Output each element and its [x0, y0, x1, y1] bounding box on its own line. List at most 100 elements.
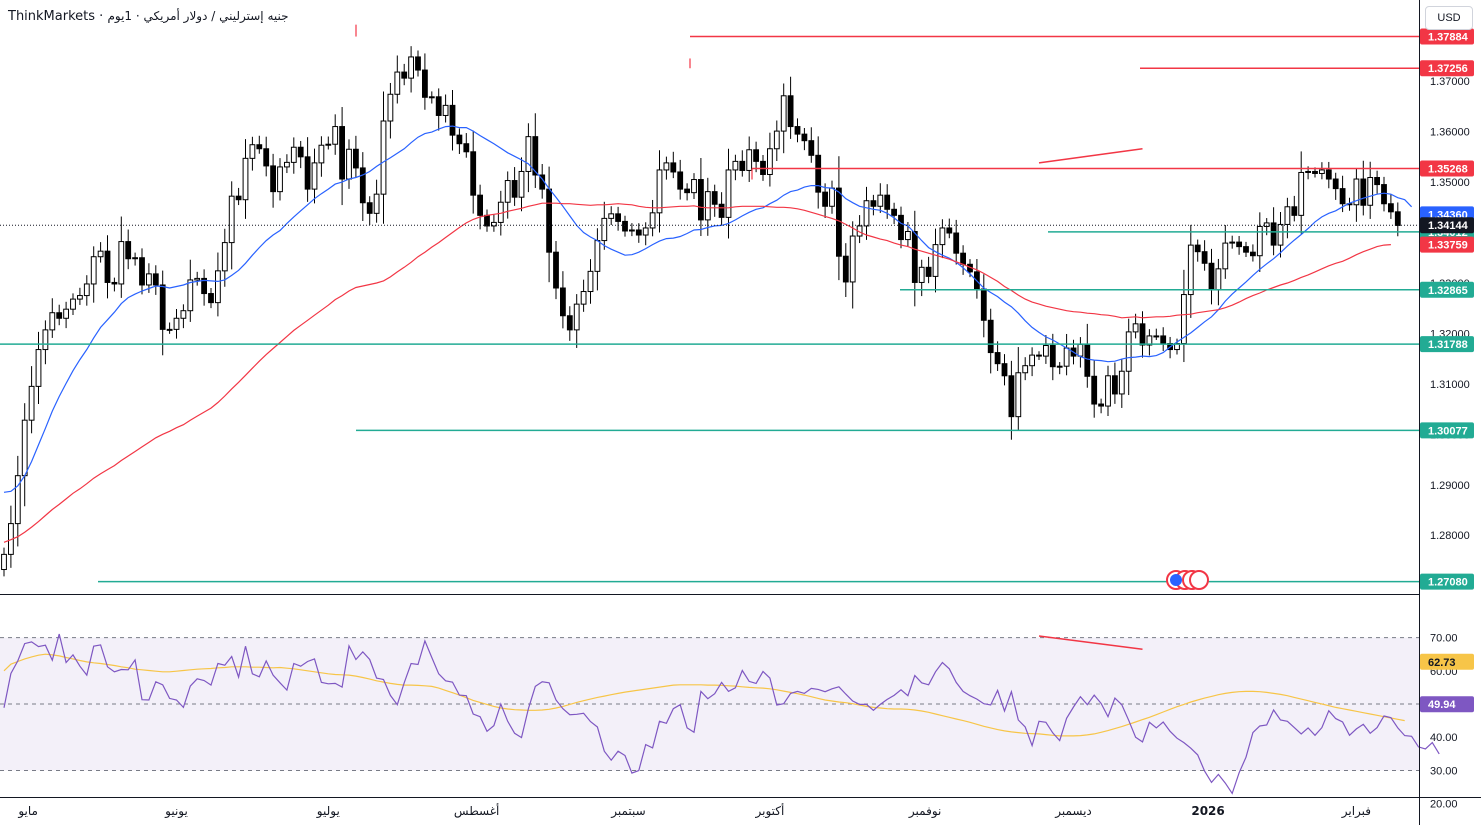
candle-up [77, 295, 83, 300]
price-tick-label: 1.29000 [1430, 480, 1470, 492]
time-label: سبتمبر [610, 804, 645, 819]
candle-down [401, 71, 408, 79]
level-price-badge-bg [1420, 573, 1474, 590]
candle-up [408, 56, 415, 79]
candle-up [663, 162, 670, 171]
candle-down [1360, 178, 1367, 206]
time-label: نوفمبر [908, 804, 941, 819]
candle-up [725, 169, 732, 218]
candle-up [1284, 206, 1291, 225]
candle-up [325, 143, 332, 146]
candle-up [194, 277, 201, 281]
candle-down [711, 191, 718, 205]
candle-down [566, 315, 573, 331]
price-badge: 1.33759 [1428, 240, 1468, 252]
candle-down [870, 200, 877, 207]
candle-up [629, 229, 635, 232]
candle-down [615, 213, 622, 222]
candle-up [932, 244, 939, 277]
candle-down [511, 180, 518, 198]
candle-down [56, 312, 63, 319]
level-price-badge: 1.35268 [1428, 164, 1468, 176]
level-price-badge-bg [1420, 60, 1474, 77]
candle-up [518, 170, 525, 198]
candle-up [90, 256, 97, 285]
candle-down [1084, 344, 1091, 377]
level-price-badge-bg [1420, 336, 1474, 353]
candle-down [822, 191, 829, 207]
rsi-badge: 62.73 [1428, 657, 1456, 669]
candle-down [891, 208, 898, 216]
ma20-line [3, 125, 1413, 493]
time-label: فبراير [1341, 804, 1371, 819]
candle-up [504, 180, 511, 203]
level-price-badge: 1.27080 [1428, 577, 1468, 589]
candle-up [691, 179, 697, 194]
candle-down [946, 227, 953, 234]
candle-down [1236, 241, 1242, 248]
candle-down [484, 214, 490, 227]
rsi-pane [0, 633, 1440, 795]
candle-down [477, 194, 484, 216]
candle-up [63, 308, 70, 319]
candle-down [152, 273, 159, 286]
candle-up [587, 270, 594, 293]
us-flag-icon[interactable] [1189, 570, 1209, 590]
candle-down [270, 165, 277, 193]
price-tick-label: 1.36000 [1430, 127, 1470, 139]
candle-down [1091, 375, 1098, 405]
candle-down [1291, 206, 1298, 216]
candle-up [608, 213, 615, 219]
candle-down [842, 255, 849, 283]
candle-down [553, 251, 559, 289]
candle-up [1, 553, 7, 571]
candle-up [863, 200, 870, 227]
candle-up [1077, 344, 1084, 357]
candle-down [698, 179, 704, 221]
candle-up [215, 270, 221, 304]
price-tick-label: 1.35000 [1430, 177, 1470, 189]
us-flag-icon[interactable] [1170, 574, 1182, 586]
candle-down [422, 69, 428, 98]
candle-down [911, 230, 918, 283]
candle-down [297, 146, 304, 158]
candle-up [277, 166, 283, 193]
candle-down [1160, 335, 1167, 344]
economic-events[interactable] [1166, 570, 1209, 590]
candle-up [318, 144, 325, 164]
candle-down [1001, 363, 1008, 377]
candle-up [394, 71, 401, 95]
broker-name: ThinkMarkets [8, 9, 96, 24]
candle-up [97, 250, 104, 258]
candle-down [435, 96, 442, 116]
candle-down [1270, 222, 1277, 246]
time-axis[interactable]: مايو يونيو يوليو أغسطس سبتمبر أكتوبر نوفمبر ديس… [0, 797, 1481, 820]
candle-up [525, 136, 532, 172]
candle-up [905, 230, 911, 241]
candle-down [1098, 403, 1104, 407]
candle-down [1243, 246, 1249, 253]
candle-up [1118, 370, 1125, 395]
candle-up [290, 146, 297, 163]
candle-down [1332, 178, 1339, 190]
candle-up [1222, 242, 1229, 270]
candle-up [1305, 170, 1311, 173]
candle-down [1325, 169, 1332, 180]
symbol-title: جنيه إسترليني / دولار أمريكي · 1يوم [107, 9, 289, 23]
level-price-badge: 1.30077 [1428, 425, 1468, 437]
candle-down [635, 229, 642, 236]
level-price-badge: 1.37884 [1428, 32, 1469, 44]
candle-down [808, 140, 815, 156]
candle-down [1036, 354, 1042, 357]
candle-up [346, 148, 352, 180]
candle-down [953, 232, 960, 254]
candle-down [1381, 184, 1387, 205]
time-label: مايو [17, 804, 38, 819]
candle-up [187, 279, 194, 312]
price-axis[interactable]: 1.380001.370001.360001.350001.340001.330… [1419, 0, 1475, 825]
candle-up [829, 187, 835, 207]
candle-down [994, 352, 1001, 365]
candle-up [311, 162, 318, 190]
currency-button[interactable]: USD [1425, 6, 1473, 30]
